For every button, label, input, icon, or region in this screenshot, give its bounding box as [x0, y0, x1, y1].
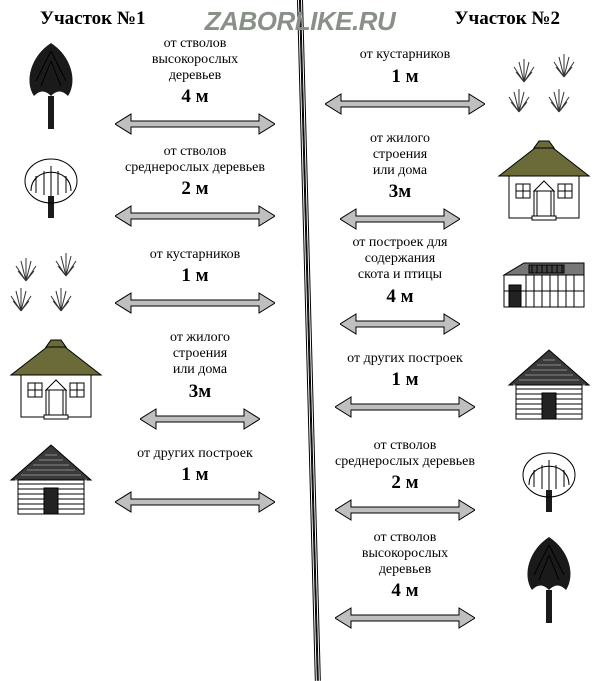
row-text-block: от жилого строения или дома 3м [106, 330, 294, 430]
cabin-icon [6, 440, 96, 520]
distance-arrow-icon [115, 112, 275, 136]
distance-row: от стволов среднерослых деревьев 2 м [300, 433, 600, 528]
row-icon [494, 245, 594, 325]
distance-arrow-icon [115, 204, 275, 228]
row-label: от стволов среднерослых деревьев [335, 438, 475, 470]
distance-arrow-icon [335, 395, 475, 419]
distance-row: от кустарников 1 м [300, 34, 600, 129]
header-right: Участок №2 [455, 8, 560, 30]
row-distance: 4 м [386, 286, 413, 308]
distance-arrow-icon [335, 498, 475, 522]
row-text-block: от стволов высокорослых деревьев 4 м [306, 530, 504, 630]
tall-tree-icon [16, 41, 86, 131]
row-label: от кустарников [360, 47, 450, 63]
row-text-block: от стволов среднерослых деревьев 2 м [306, 438, 504, 522]
distance-row: от жилого строения или дома 3м [0, 328, 300, 432]
column-right: от кустарников 1 м от жилого строения ил… [300, 34, 600, 632]
row-label: от стволов высокорослых деревьев [362, 530, 448, 578]
row-distance: 4 м [391, 580, 418, 602]
column-left: от стволов высокорослых деревьев 4 м от … [0, 34, 300, 632]
row-icon [504, 345, 594, 425]
row-icon [504, 42, 594, 122]
barn-icon [494, 255, 594, 315]
row-icon [504, 440, 594, 520]
row-text-block: от жилого строения или дома 3м [306, 131, 494, 231]
distance-row: от кустарников 1 м [0, 233, 300, 328]
distance-arrow-icon [325, 92, 485, 116]
row-label: от стволов среднерослых деревьев [125, 144, 265, 176]
row-text-block: от стволов среднерослых деревьев 2 м [96, 144, 294, 228]
distance-row: от других построек 1 м [300, 338, 600, 433]
row-distance: 1 м [181, 464, 208, 486]
distance-arrow-icon [340, 312, 460, 336]
distance-row: от других построек 1 м [0, 433, 300, 528]
distance-arrow-icon [115, 490, 275, 514]
row-text-block: от других построек 1 м [96, 446, 294, 514]
row-distance: 2 м [181, 178, 208, 200]
row-label: от построек для содержания скота и птицы [352, 235, 447, 283]
row-distance: 3м [389, 181, 411, 203]
house-icon [6, 335, 106, 425]
row-distance: 4 м [181, 86, 208, 108]
row-icon [6, 241, 96, 321]
bushes-icon [504, 47, 594, 117]
row-label: от жилого строения или дома [170, 330, 230, 378]
row-icon [6, 340, 106, 420]
header-left: Участок №1 [40, 8, 145, 30]
row-label: от других построек [137, 446, 253, 462]
row-icon [6, 146, 96, 226]
tall-tree-icon [514, 535, 584, 625]
distance-row: от построек для содержания скота и птицы… [300, 233, 600, 337]
row-distance: 1 м [391, 66, 418, 88]
cabin-icon [504, 345, 594, 425]
row-icon [6, 440, 96, 520]
distance-arrow-icon [115, 291, 275, 315]
row-distance: 1 м [391, 369, 418, 391]
distance-arrow-icon [335, 606, 475, 630]
row-distance: 2 м [391, 472, 418, 494]
row-text-block: от стволов высокорослых деревьев 4 м [96, 36, 294, 136]
row-text-block: от кустарников 1 м [96, 247, 294, 315]
distance-arrow-icon [340, 207, 460, 231]
columns: от стволов высокорослых деревьев 4 м от … [0, 34, 600, 632]
distance-row: от жилого строения или дома 3м [300, 129, 600, 233]
row-label: от стволов высокорослых деревьев [152, 36, 238, 84]
row-label: от кустарников [150, 247, 240, 263]
row-icon [6, 46, 96, 126]
distance-row: от стволов среднерослых деревьев 2 м [0, 138, 300, 233]
row-label: от жилого строения или дома [370, 131, 430, 179]
row-text-block: от кустарников 1 м [306, 47, 504, 115]
mid-tree-icon [514, 445, 584, 515]
row-distance: 1 м [181, 265, 208, 287]
bushes-icon [6, 246, 96, 316]
distance-row: от стволов высокорослых деревьев 4 м [0, 34, 300, 138]
row-text-block: от построек для содержания скота и птицы… [306, 235, 494, 335]
mid-tree-icon [16, 151, 86, 221]
row-icon [494, 141, 594, 221]
row-distance: 3м [189, 381, 211, 403]
row-text-block: от других построек 1 м [306, 351, 504, 419]
distance-arrow-icon [140, 407, 260, 431]
house-icon [494, 136, 594, 226]
row-label: от других построек [347, 351, 463, 367]
headers: Участок №1 Участок №2 [0, 0, 600, 30]
distance-row: от стволов высокорослых деревьев 4 м [300, 528, 600, 632]
row-icon [504, 540, 594, 620]
